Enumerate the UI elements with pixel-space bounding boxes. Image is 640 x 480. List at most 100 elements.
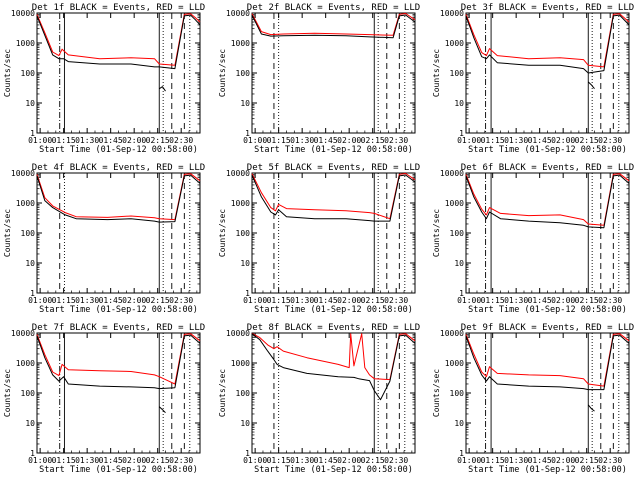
x-tick-label: 01:30 [290,136,314,145]
x-tick-label: 01:30 [504,136,528,145]
x-tick-label: 02:15 [575,136,599,145]
x-tick-label: 01:45 [528,296,552,305]
x-tick-label: 01:15 [267,136,291,145]
y-tick-label: 10000 [11,169,35,178]
x-axis-label: Start Time (01-Sep-12 00:58:00) [39,305,198,315]
x-tick-label: 01:00 [457,456,481,465]
x-tick-label: 01:45 [99,456,123,465]
panel-title: Det 2f BLACK = Events, RED = LLD [247,3,420,13]
y-axis-label: Counts/sec [432,49,441,97]
x-tick-label: 01:00 [28,456,52,465]
x-tick-label: 01:15 [481,456,505,465]
y-tick-label: 1 [245,449,250,458]
lld-series-line [465,13,630,68]
x-tick-label: 01:00 [457,296,481,305]
y-tick-label: 10000 [226,9,250,18]
plot-frame [251,332,416,454]
events-gap-segment [158,406,166,414]
y-tick-label: 1 [30,449,35,458]
panel-title: Det 1f BLACK = Events, RED = LLD [32,3,205,13]
x-tick-label: 01:45 [99,296,123,305]
x-tick-label: 01:00 [28,296,52,305]
x-tick-label: 01:15 [267,296,291,305]
y-tick-label: 100 [450,229,465,238]
y-tick-label: 1000 [231,199,250,208]
x-tick-label: 01:15 [481,136,505,145]
y-tick-label: 1000 [445,199,464,208]
x-tick-label: 01:00 [243,456,267,465]
x-tick-label: 02:15 [361,136,385,145]
plot-frame [251,12,416,134]
x-tick-label: 01:30 [75,136,99,145]
lld-series-line [36,13,201,66]
panel-title: Det 3f BLACK = Events, RED = LLD [461,3,634,13]
events-series-line [36,334,201,390]
y-axis-label: Counts/sec [3,369,12,417]
detector-panel: Det 3f BLACK = Events, RED = LLD 1 10 100 10… [432,3,634,155]
y-tick-label: 10 [454,99,464,108]
panel-title: Det 6f BLACK = Events, RED = LLD [461,163,634,173]
y-tick-label: 1 [30,289,35,298]
plot-frame [465,12,630,134]
x-tick-label: 01:30 [290,456,314,465]
y-tick-label: 10000 [440,169,464,178]
x-tick-label: 01:00 [457,136,481,145]
panel-title: Det 5f BLACK = Events, RED = LLD [247,163,420,173]
x-axis-label: Start Time (01-Sep-12 00:58:00) [468,145,627,155]
x-tick-label: 02:00 [122,456,146,465]
x-axis-label: Start Time (01-Sep-12 00:58:00) [254,145,413,155]
x-tick-label: 01:45 [99,136,123,145]
y-tick-label: 10 [25,259,35,268]
x-tick-label: 01:00 [243,136,267,145]
x-tick-label: 01:45 [314,296,338,305]
detector-panel: Det 6f BLACK = Events, RED = LLD 1 10 100 10… [432,163,634,315]
y-tick-label: 10 [25,419,35,428]
plot-frame [251,172,416,294]
y-tick-label: 10000 [440,329,464,338]
y-tick-label: 1000 [16,39,35,48]
y-tick-label: 100 [236,69,251,78]
y-tick-label: 1 [459,289,464,298]
events-gap-segment [587,81,595,90]
x-tick-label: 01:45 [528,456,552,465]
x-tick-label: 02:00 [551,136,575,145]
x-axis-label: Start Time (01-Sep-12 00:58:00) [468,465,627,475]
x-tick-label: 02:00 [337,296,361,305]
y-tick-label: 1 [30,129,35,138]
y-axis-label: Counts/sec [3,209,12,257]
events-series-line [465,14,630,74]
events-series-line [465,334,630,391]
y-tick-label: 10000 [226,169,250,178]
plot-frame [465,332,630,454]
x-tick-label: 02:30 [169,296,193,305]
events-gap-segment [587,404,595,412]
lld-series-line [251,13,416,36]
y-tick-label: 10000 [11,9,35,18]
events-series-line [251,333,416,401]
y-tick-label: 1000 [445,39,464,48]
detector-panel: Det 2f BLACK = Events, RED = LLD 1 10 100 10… [218,3,420,155]
x-tick-label: 01:30 [75,296,99,305]
x-tick-label: 01:45 [528,136,552,145]
x-tick-label: 01:15 [52,136,76,145]
x-tick-label: 02:00 [122,136,146,145]
x-tick-label: 01:00 [243,296,267,305]
y-tick-label: 100 [236,389,251,398]
y-tick-label: 10000 [226,329,250,338]
y-tick-label: 100 [450,69,465,78]
y-tick-label: 1 [459,449,464,458]
y-tick-label: 1 [245,129,250,138]
y-tick-label: 1 [245,289,250,298]
plot-frame [36,172,201,294]
plot-frame [36,332,201,454]
y-tick-label: 100 [450,389,465,398]
x-tick-label: 01:30 [504,296,528,305]
y-tick-label: 10 [240,259,250,268]
detector-panel: Det 4f BLACK = Events, RED = LLD 1 10 100 10… [3,163,205,315]
y-tick-label: 1000 [16,359,35,368]
y-tick-label: 100 [21,69,36,78]
y-axis-label: Counts/sec [218,369,227,417]
lld-series-line [465,173,630,226]
lld-series-line [251,332,416,381]
